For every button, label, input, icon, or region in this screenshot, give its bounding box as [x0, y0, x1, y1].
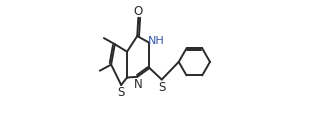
Text: O: O	[134, 5, 143, 18]
Text: N: N	[134, 78, 142, 91]
Text: S: S	[117, 86, 125, 99]
Text: S: S	[158, 81, 166, 94]
Text: NH: NH	[148, 36, 164, 46]
